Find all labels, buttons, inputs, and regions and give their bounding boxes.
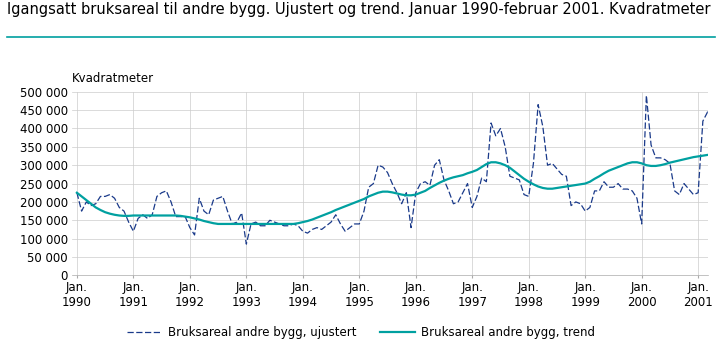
Bruksareal andre bygg, trend (718, 150, 722, 155)
Bruksareal andre bygg, ujustert (331, 213, 340, 217)
Bruksareal andre bygg, ujustert (642, 93, 651, 97)
Bruksareal andre bygg, trend (623, 161, 632, 166)
Bruksareal andre bygg, ujustert (623, 187, 632, 191)
Bruksareal andre bygg, trend (708, 152, 717, 156)
Text: Kvadratmeter: Kvadratmeter (72, 72, 155, 85)
Bruksareal andre bygg, ujustert (718, 146, 722, 151)
Bruksareal andre bygg, ujustert (539, 125, 547, 129)
Bruksareal andre bygg, ujustert (444, 189, 453, 193)
Bruksareal andre bygg, ujustert (73, 191, 82, 195)
Bruksareal andre bygg, trend (214, 222, 222, 226)
Bruksareal andre bygg, trend (313, 216, 321, 220)
Bruksareal andre bygg, trend (539, 186, 547, 190)
Text: Igangsatt bruksareal til andre bygg. Ujustert og trend. Januar 1990-februar 2001: Igangsatt bruksareal til andre bygg. Uju… (7, 2, 710, 17)
Legend: Bruksareal andre bygg, ujustert, Bruksareal andre bygg, trend: Bruksareal andre bygg, ujustert, Bruksar… (122, 321, 600, 343)
Bruksareal andre bygg, trend (444, 176, 453, 181)
Bruksareal andre bygg, ujustert (242, 242, 251, 246)
Line: Bruksareal andre bygg, trend: Bruksareal andre bygg, trend (77, 152, 722, 224)
Bruksareal andre bygg, trend (73, 191, 82, 195)
Bruksareal andre bygg, trend (331, 208, 340, 212)
Bruksareal andre bygg, ujustert (713, 134, 721, 138)
Line: Bruksareal andre bygg, ujustert: Bruksareal andre bygg, ujustert (77, 95, 722, 244)
Bruksareal andre bygg, ujustert (313, 226, 321, 230)
